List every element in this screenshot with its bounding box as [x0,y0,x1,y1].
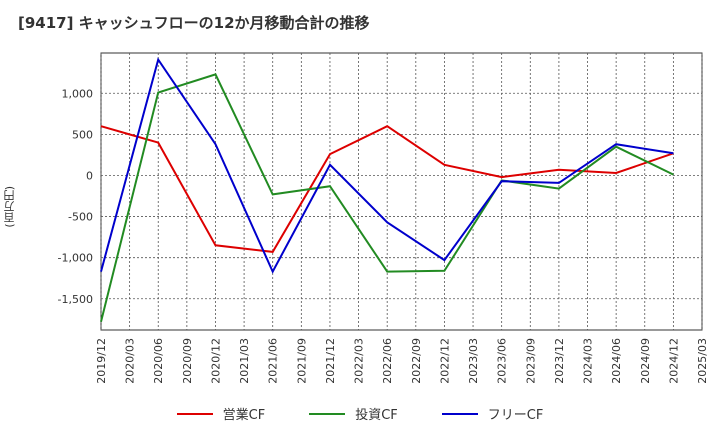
x-tick-label: 2024/12 [667,338,680,384]
x-tick-label: 2022/06 [381,338,394,384]
x-tick-label: 2020/12 [209,338,222,384]
x-tick-label: 2022/12 [438,338,451,384]
x-tick-label: 2019/12 [95,338,108,384]
x-tick-label: 2020/03 [124,338,137,384]
y-tick-label: -1,500 [58,293,93,306]
y-tick-label: 500 [72,128,93,141]
x-tick-label: 2025/03 [696,338,709,384]
x-tick-label: 2021/03 [238,338,251,384]
chart-title: [9417] キャッシュフローの12か月移動合計の推移 [18,14,370,32]
x-tick-label: 2023/06 [496,338,509,384]
legend-swatch-free-cf [441,412,478,415]
series-line-2 [100,57,674,274]
x-tick-label: 2024/09 [639,338,652,384]
x-tick-label: 2020/09 [181,338,194,384]
legend-item-free-cf: フリーCF [441,404,544,423]
legend-item-operating-cf: 営業CF [176,404,266,423]
x-tick-label: 2020/06 [152,338,165,384]
x-tick-label: 2023/12 [553,338,566,384]
legend-label-free-cf: フリーCF [487,408,544,423]
legend-label-investing-cf: 投資CF [355,408,398,423]
y-tick-label: -1,000 [58,252,93,265]
y-tick-label: -500 [68,211,93,224]
x-tick-label: 2023/09 [524,338,537,384]
series-line-1 [100,73,674,323]
legend-label-operating-cf: 営業CF [222,408,266,423]
y-tick-label: 1,000 [62,87,94,100]
legend-swatch-operating-cf [176,412,213,415]
x-tick-label: 2024/06 [610,338,623,384]
plot-frame [100,52,703,331]
x-tick-label: 2021/12 [324,338,337,384]
x-tick-label: 2021/06 [267,338,280,384]
legend-item-investing-cf: 投資CF [309,404,398,423]
x-tick-label: 2023/03 [467,338,480,384]
y-tick-label: 0 [86,169,93,182]
x-tick-label: 2022/03 [353,338,366,384]
x-tick-label: 2021/09 [295,338,308,384]
legend-swatch-investing-cf [309,412,346,415]
x-tick-label: 2024/03 [582,338,595,384]
legend: 営業CF 投資CF フリーCF [0,404,720,423]
x-tick-label: 2022/09 [410,338,423,384]
